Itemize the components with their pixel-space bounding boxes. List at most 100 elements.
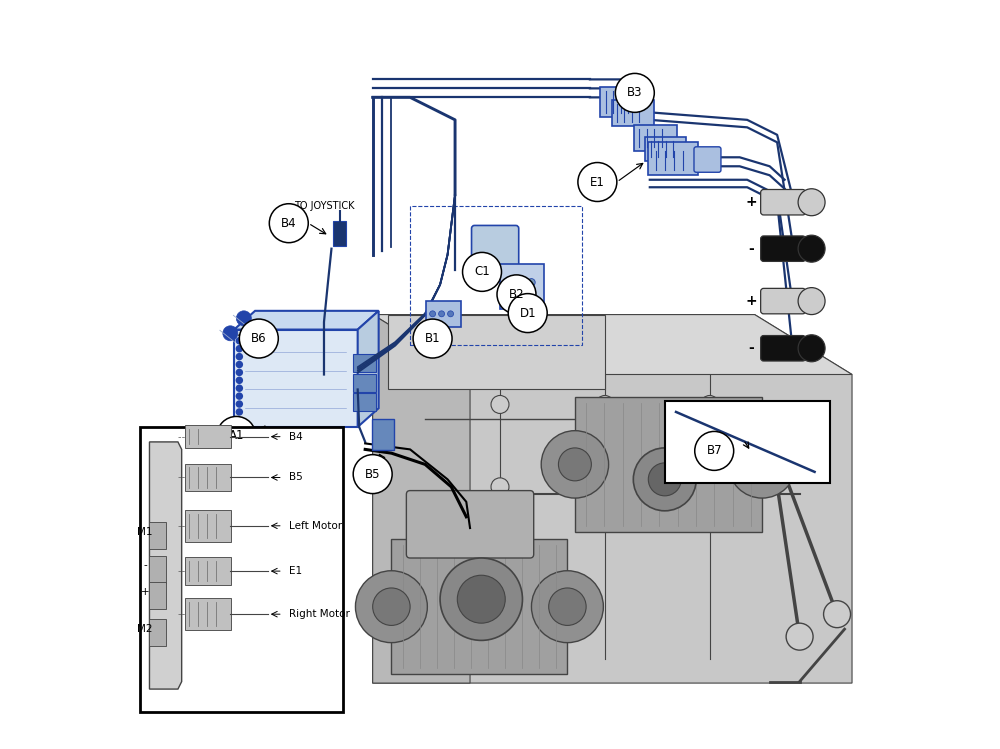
Circle shape [236, 408, 243, 416]
Circle shape [236, 311, 251, 326]
Polygon shape [149, 442, 182, 689]
FancyBboxPatch shape [761, 236, 806, 261]
FancyBboxPatch shape [333, 221, 346, 246]
Circle shape [824, 601, 851, 628]
FancyBboxPatch shape [761, 336, 806, 361]
Circle shape [728, 431, 796, 498]
Circle shape [236, 392, 243, 400]
Polygon shape [373, 315, 852, 683]
Circle shape [430, 311, 436, 317]
Circle shape [236, 384, 243, 392]
Circle shape [633, 448, 696, 511]
Bar [665, 401, 830, 483]
Bar [410, 206, 582, 345]
Text: +: + [745, 195, 757, 209]
Circle shape [798, 235, 825, 262]
FancyBboxPatch shape [149, 619, 166, 646]
Text: B5: B5 [289, 473, 303, 482]
Polygon shape [388, 315, 605, 389]
FancyBboxPatch shape [612, 100, 654, 126]
Circle shape [549, 588, 586, 625]
Text: -: - [143, 560, 147, 571]
Circle shape [236, 345, 243, 353]
Text: B5: B5 [365, 467, 380, 481]
Circle shape [541, 431, 609, 498]
FancyBboxPatch shape [149, 522, 166, 549]
Circle shape [236, 353, 243, 360]
FancyBboxPatch shape [149, 582, 166, 609]
Circle shape [491, 478, 509, 496]
FancyBboxPatch shape [372, 419, 394, 450]
Bar [140, 427, 343, 712]
Circle shape [596, 395, 614, 413]
Circle shape [413, 319, 452, 358]
FancyBboxPatch shape [645, 137, 686, 161]
Circle shape [448, 311, 454, 317]
Circle shape [269, 204, 308, 243]
Circle shape [239, 319, 278, 358]
Text: M2: M2 [137, 624, 153, 634]
Circle shape [236, 400, 243, 407]
Circle shape [531, 571, 603, 643]
Text: Right Motor: Right Motor [289, 609, 350, 619]
Circle shape [355, 571, 427, 643]
Text: -: - [748, 342, 754, 355]
Text: +: + [745, 294, 757, 308]
Polygon shape [234, 311, 379, 330]
Circle shape [701, 395, 719, 413]
Circle shape [528, 279, 535, 286]
Text: E1: E1 [590, 175, 605, 189]
FancyBboxPatch shape [761, 189, 806, 215]
FancyBboxPatch shape [472, 225, 519, 280]
FancyBboxPatch shape [185, 598, 231, 630]
FancyBboxPatch shape [406, 491, 534, 558]
Text: A1: A1 [229, 429, 244, 443]
FancyBboxPatch shape [353, 393, 376, 411]
Circle shape [353, 455, 392, 494]
Circle shape [463, 252, 501, 291]
FancyBboxPatch shape [353, 354, 376, 372]
Circle shape [798, 335, 825, 362]
Polygon shape [234, 330, 358, 427]
Text: C1: C1 [474, 265, 490, 279]
Circle shape [558, 448, 591, 481]
Text: B7: B7 [706, 444, 722, 458]
FancyBboxPatch shape [634, 125, 677, 151]
Polygon shape [575, 397, 762, 532]
Circle shape [578, 163, 617, 201]
Circle shape [596, 478, 614, 496]
Circle shape [236, 369, 243, 376]
Circle shape [373, 588, 410, 625]
Circle shape [528, 292, 535, 300]
FancyBboxPatch shape [185, 425, 231, 448]
Text: -: - [748, 242, 754, 255]
Circle shape [746, 448, 779, 481]
FancyBboxPatch shape [761, 288, 806, 314]
Circle shape [695, 431, 734, 470]
Circle shape [798, 288, 825, 315]
Circle shape [497, 275, 536, 314]
FancyBboxPatch shape [185, 464, 231, 491]
FancyBboxPatch shape [600, 87, 645, 117]
Text: B4: B4 [281, 216, 297, 230]
Circle shape [236, 377, 243, 384]
Circle shape [491, 395, 509, 413]
Circle shape [701, 478, 719, 496]
Circle shape [440, 558, 522, 640]
FancyBboxPatch shape [694, 147, 721, 172]
Text: Left Motor: Left Motor [289, 521, 342, 531]
Circle shape [236, 361, 243, 369]
Polygon shape [373, 315, 852, 374]
Circle shape [798, 189, 825, 216]
Text: TO JOYSTICK: TO JOYSTICK [294, 201, 354, 211]
Text: B6: B6 [251, 332, 267, 345]
Circle shape [217, 416, 256, 455]
FancyBboxPatch shape [353, 374, 376, 392]
Circle shape [223, 326, 238, 341]
Circle shape [508, 294, 547, 333]
Circle shape [507, 292, 514, 300]
Circle shape [439, 311, 445, 317]
FancyBboxPatch shape [426, 301, 461, 327]
FancyBboxPatch shape [149, 556, 166, 583]
Polygon shape [358, 311, 379, 427]
